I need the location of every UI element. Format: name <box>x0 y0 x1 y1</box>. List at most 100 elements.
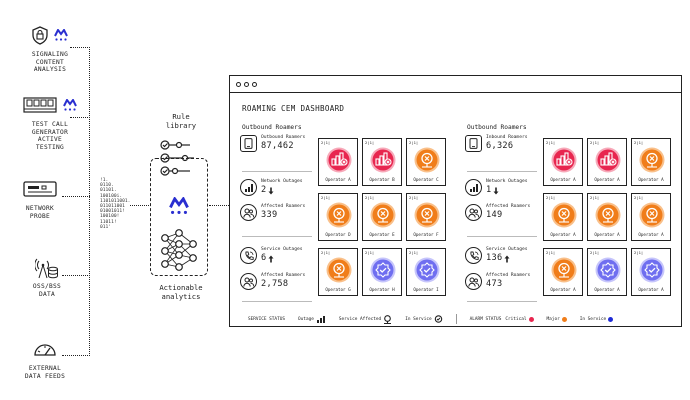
operator-card[interactable]: 2|1| Operator I <box>406 248 446 296</box>
operator-card[interactable]: 2|1| Operator A <box>631 138 671 186</box>
source-network-probe: NETWORK PROBE <box>0 176 80 220</box>
users-icon <box>465 204 482 221</box>
rule-list-icon <box>160 140 194 176</box>
operator-card[interactable]: 2|1| Operator A <box>587 248 627 296</box>
operator-card[interactable]: 2|1| Operator B <box>362 138 402 186</box>
operator-card[interactable]: 2|1| Operator A <box>543 248 583 296</box>
metric-value: 1 <box>486 185 528 196</box>
outage-icon <box>316 316 325 323</box>
source-oss-bss: OSS/BSS DATA <box>7 254 87 298</box>
operator-card[interactable]: 2|1| Operator A <box>318 138 358 186</box>
card-badge: 2|1| <box>590 140 600 145</box>
operator-card[interactable]: 2|1| Operator D <box>318 193 358 241</box>
bar-chart-icon <box>465 179 482 196</box>
operator-card[interactable]: 2|1| Operator F <box>406 193 446 241</box>
metric-outbound-roamers: Outbound Roamers 87,462 <box>240 135 305 152</box>
arrow-up-icon <box>504 255 510 262</box>
users-icon <box>240 273 257 290</box>
card-badge: 2|1| <box>365 250 375 255</box>
arrow-down-icon <box>493 187 499 194</box>
operator-card[interactable]: 2|1| Operator A <box>543 138 583 186</box>
operator-name: Operator A <box>594 232 620 237</box>
bar-chart-icon <box>240 179 257 196</box>
service-affected-status-icon <box>595 202 621 228</box>
connector-line <box>70 47 90 48</box>
service-affected-status-icon <box>551 202 577 228</box>
metric-label: Affected Roamers <box>261 273 306 278</box>
service-affected-icon <box>384 314 392 324</box>
operator-name: Operator F <box>413 232 439 237</box>
card-badge: 2|1| <box>365 195 375 200</box>
rule-library-title: Rule library <box>165 112 197 130</box>
phone-call-icon <box>240 247 257 264</box>
metric-label: Service Outages <box>261 247 303 252</box>
metric-service-outages: Service Outages 136 <box>465 247 528 264</box>
legend-service-heading: SERVICE STATUS <box>248 316 286 322</box>
connector-line <box>89 47 90 356</box>
operator-name: Operator I <box>413 287 439 292</box>
antenna-database-icon <box>35 258 58 279</box>
legend-alarm-heading: ALARM STATUS <box>469 316 502 322</box>
metric-separator <box>242 301 312 302</box>
neural-network-icon <box>161 229 197 271</box>
major-dot-icon <box>561 316 567 322</box>
operator-name: Operator A <box>325 177 351 182</box>
shield-lock-icon <box>32 25 48 45</box>
card-badge: 2|1| <box>321 250 331 255</box>
metric-value: 2 <box>261 185 303 196</box>
window-control-dot[interactable] <box>236 81 241 87</box>
metric-value: 473 <box>486 279 503 289</box>
operator-card[interactable]: 2|1| Operator H <box>362 248 402 296</box>
card-badge: 2|1| <box>546 140 556 145</box>
operator-card[interactable]: 2|1| Operator E <box>362 193 402 241</box>
operator-name: Operator C <box>413 177 439 182</box>
operator-card[interactable]: 2|1| Operator A <box>587 193 627 241</box>
operator-card[interactable]: 2|1| Operator A <box>543 193 583 241</box>
window-control-dot[interactable] <box>252 81 257 87</box>
in-service-status-icon <box>595 257 621 283</box>
legend-item-major: Major <box>547 316 567 322</box>
dashboard-window: ROAMING CEM DASHBOARD Outbound Roamers O… <box>229 75 682 327</box>
operator-card[interactable]: 2|1| Operator C <box>406 138 446 186</box>
operator-name: Operator A <box>638 287 664 292</box>
operator-card[interactable]: 2|1| Operator A <box>587 138 627 186</box>
metric-service-outages: Service Outages 6 <box>240 247 303 264</box>
operator-card[interactable]: 2|1| Operator A <box>631 248 671 296</box>
card-badge: 2|1| <box>409 195 419 200</box>
outage-status-icon <box>326 147 352 173</box>
legend-item-in-service: In Service <box>405 314 442 324</box>
window-titlebar <box>230 76 681 93</box>
metric-value: 87,462 <box>261 141 294 151</box>
connector-line <box>62 355 90 356</box>
legend-item-in-service-alarm: In Service <box>580 316 614 322</box>
phone-icon <box>240 135 257 152</box>
window-control-dot[interactable] <box>244 81 249 87</box>
metric-label: Network Outages <box>261 179 303 184</box>
connector-line <box>62 196 90 197</box>
metric-value: 2,758 <box>261 279 289 289</box>
actionable-analytics-title: Actionable analytics <box>159 283 203 301</box>
service-affected-status-icon <box>326 202 352 228</box>
m-logo-icon <box>169 197 189 214</box>
metric-value: 136 <box>486 253 528 264</box>
phone-icon <box>465 135 482 152</box>
operator-name: Operator A <box>638 232 664 237</box>
metric-label: Outbound Roamers <box>261 135 306 140</box>
metric-affected-roamers: Affected Roamers 149 <box>465 204 530 221</box>
in-service-icon <box>434 314 442 323</box>
server-rack-icon <box>23 97 57 113</box>
operator-card[interactable]: 2|1| Operator G <box>318 248 358 296</box>
operator-card[interactable]: 2|1| Operator A <box>631 193 671 241</box>
in-service-dot-icon <box>608 316 614 322</box>
metric-label: Affected Roamers <box>261 204 306 209</box>
legend-item-service-affected: Service Affected <box>339 314 392 324</box>
metric-label: Network Outages <box>486 179 528 184</box>
metric-label: Affected Roamers <box>486 273 531 278</box>
metric-separator <box>242 236 312 237</box>
panel-title: Outbound Roamers <box>242 124 302 131</box>
in-service-status-icon <box>639 257 665 283</box>
legend-item-critical: Critical <box>505 316 534 322</box>
service-affected-status-icon <box>639 202 665 228</box>
status-legend: SERVICE STATUS Outage Service Affected I… <box>248 314 626 324</box>
operator-name: Operator B <box>369 177 395 182</box>
